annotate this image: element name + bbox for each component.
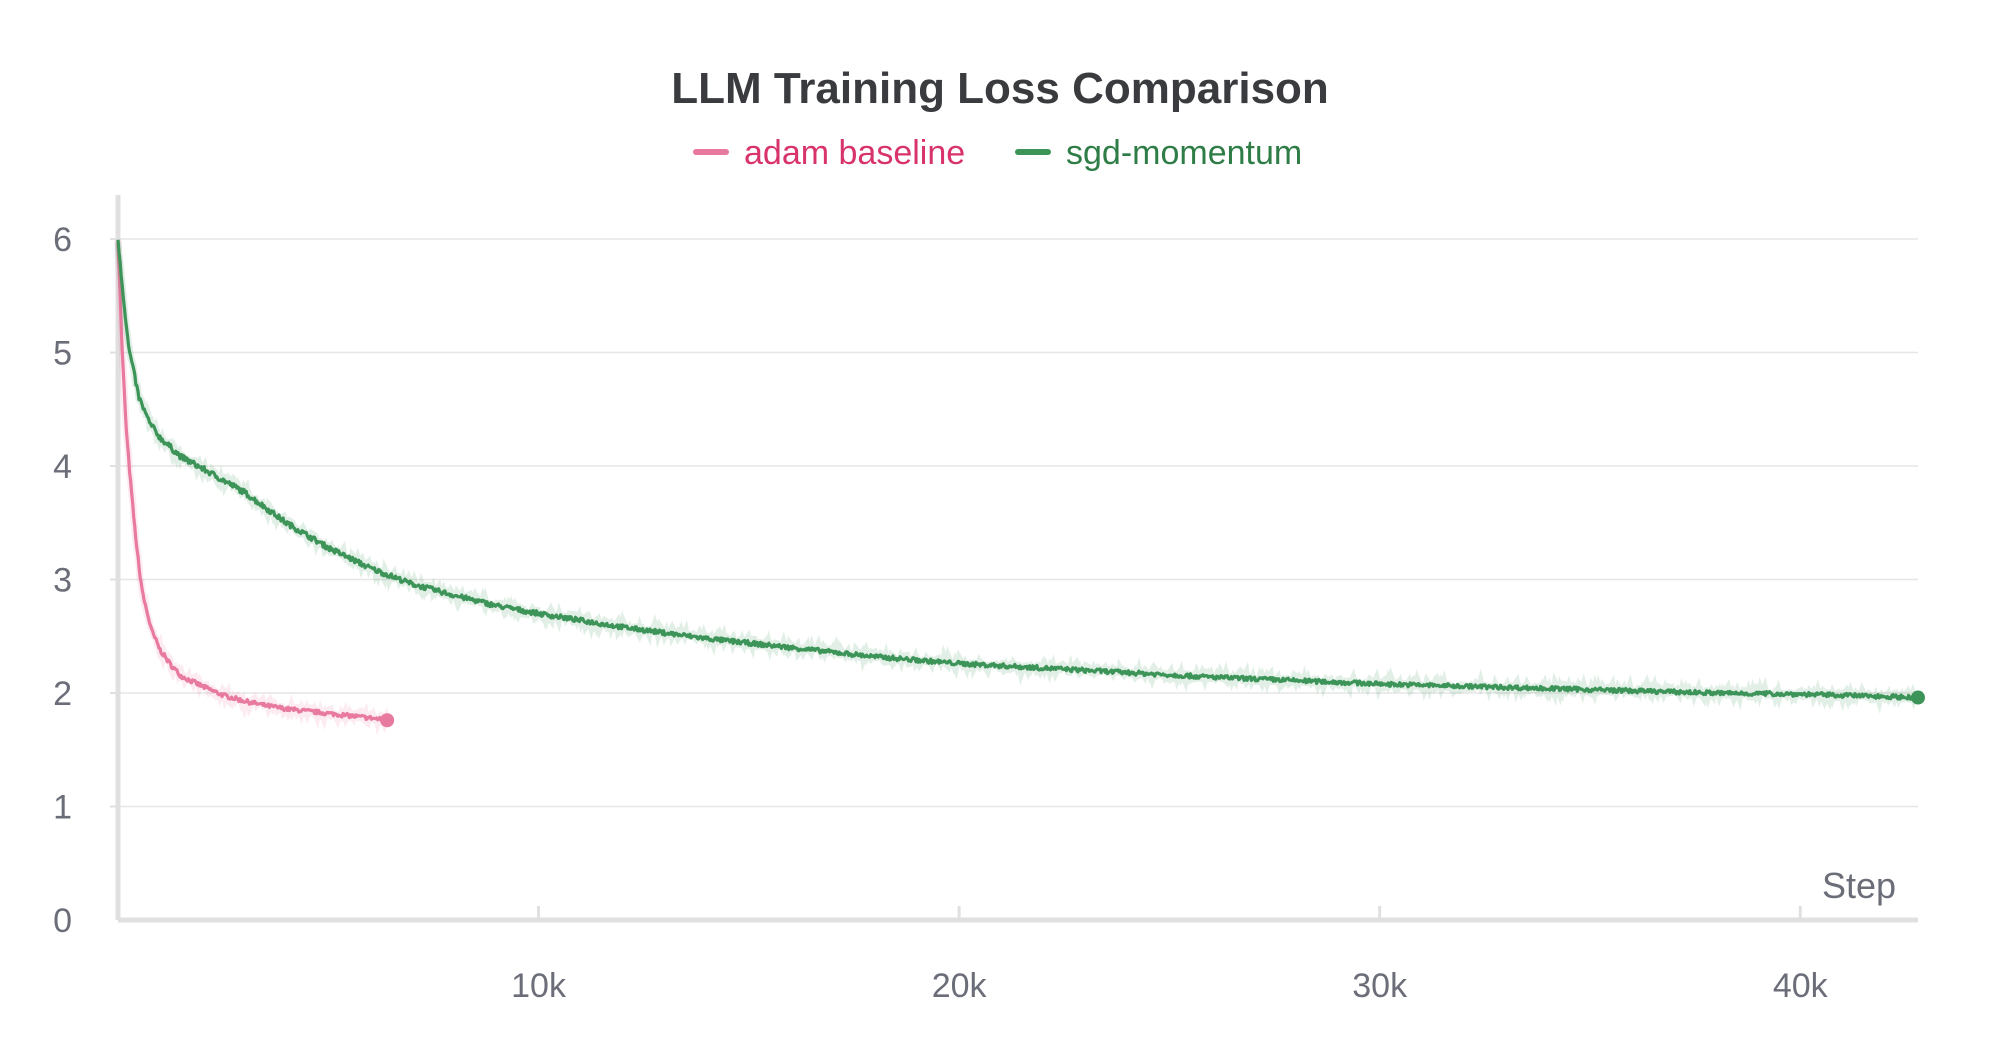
- x-tick-label-2: 30k: [1352, 967, 1408, 1005]
- series-line-0: [116, 242, 389, 723]
- series-band-0: [114, 239, 391, 736]
- y-tick-label-2: 2: [53, 675, 72, 713]
- series-1: [114, 239, 1925, 714]
- legend-label-adam-baseline: adam baseline: [744, 134, 965, 172]
- x-tick-label-0: 10k: [511, 967, 567, 1005]
- chart-title: LLM Training Loss Comparison: [671, 64, 1329, 113]
- series-end-point-1: [1911, 690, 1925, 705]
- legend-label-sgd-momentum: sgd-momentum: [1066, 134, 1302, 172]
- gridlines: [118, 238, 1918, 808]
- y-tick-label-0: 0: [53, 902, 72, 940]
- x-axis-label: Step: [1822, 865, 1896, 906]
- y-tick-label-5: 5: [53, 335, 72, 373]
- series-end-point-0: [380, 713, 395, 728]
- series-line-1: [116, 239, 1920, 701]
- x-tick-label-1: 20k: [932, 967, 988, 1005]
- y-tick-label-6: 6: [53, 221, 72, 259]
- series: [114, 239, 1925, 736]
- y-tick-label-1: 1: [53, 789, 72, 827]
- series-0: [114, 239, 395, 736]
- series-band-1: [114, 242, 1921, 714]
- y-tick-label-4: 4: [53, 448, 72, 486]
- x-tick-label-3: 40k: [1773, 967, 1829, 1005]
- y-tick-label-3: 3: [53, 562, 72, 600]
- legend: adam baseline sgd-momentum: [693, 134, 1302, 172]
- axes: 0 1 2 3 4 5 6 10k 20k 30k 40k: [53, 195, 1918, 1005]
